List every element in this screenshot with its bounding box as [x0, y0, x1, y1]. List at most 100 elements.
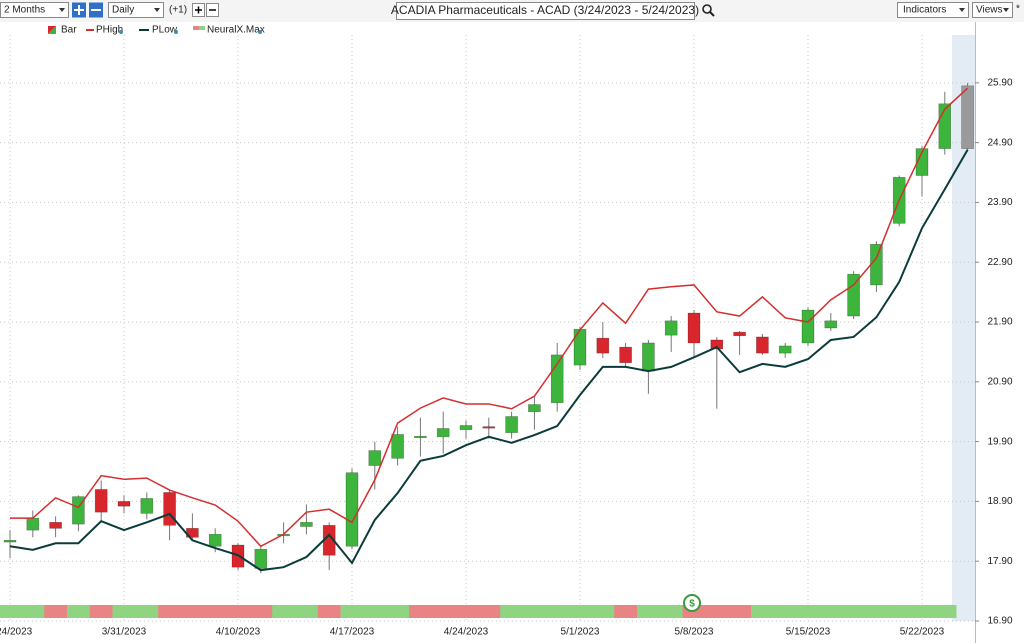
candle-body [778, 345, 792, 354]
indicators-select[interactable] [897, 2, 969, 18]
legend-settings-dot [119, 30, 123, 34]
signal-cell [249, 605, 273, 618]
candle-body [414, 435, 427, 439]
candle-body [573, 328, 587, 366]
signal-cell [705, 605, 729, 618]
signal-cell [887, 605, 911, 618]
candle-body [368, 450, 382, 466]
legend-icon [199, 26, 205, 30]
y-tick-label: 24.90 [987, 137, 1012, 148]
y-tick-label: 22.90 [987, 257, 1012, 268]
signal-cell [317, 605, 341, 618]
search-icon-handle [709, 11, 715, 17]
candle-body [664, 320, 678, 336]
signal-cell [158, 605, 182, 618]
signal-cell [89, 605, 113, 618]
candle-body [642, 342, 655, 372]
views-select[interactable] [972, 2, 1013, 18]
indicators-label: Indicators [903, 5, 946, 16]
y-tick-label: 19.90 [987, 436, 1012, 447]
candle-body [436, 428, 450, 438]
y-tick-label: 21.90 [987, 317, 1012, 328]
signal-cell [773, 605, 797, 618]
dropdown-arrow [959, 8, 965, 12]
candle-body [208, 533, 222, 547]
candle-body [710, 339, 724, 350]
legend-label: Bar [61, 25, 77, 36]
candle-body [254, 548, 268, 569]
signal-cell [226, 605, 250, 618]
signal-cell [454, 605, 478, 618]
x-tick-label: 4/10/2023 [216, 627, 261, 638]
y-tick-label: 17.90 [987, 556, 1012, 567]
y-tick-label: 20.90 [987, 376, 1012, 387]
x-tick-label: 5/22/2023 [900, 627, 945, 638]
candle-body [824, 320, 838, 329]
signal-cell [0, 605, 22, 618]
candle-body [619, 346, 632, 363]
signal-cell [135, 605, 159, 618]
signal-cell [272, 605, 296, 618]
candle-body [345, 472, 359, 547]
signal-cell [44, 605, 68, 618]
interval-label: Daily [112, 5, 134, 16]
chart-title: ACADIA Pharmaceuticals - ACAD (3/24/2023… [391, 3, 699, 17]
x-tick-label: 5/1/2023 [561, 627, 600, 638]
candle-body [528, 404, 541, 413]
candle-body [94, 489, 108, 513]
signal-icon-glyph: $ [689, 599, 695, 610]
period-select[interactable] [0, 2, 69, 18]
candle-body [915, 148, 929, 176]
signal-cell [910, 605, 934, 618]
signal-cell [591, 605, 615, 618]
legend-icon [48, 26, 56, 34]
search-icon[interactable] [702, 4, 712, 14]
signal-cell [363, 605, 387, 618]
x-tick-label: 3/24/2023 [0, 627, 33, 638]
signal-cell [181, 605, 205, 618]
signal-cell [933, 605, 957, 618]
signal-icon [683, 594, 701, 612]
plus-icon [195, 6, 202, 14]
candle-body [3, 539, 17, 543]
signal-cell [865, 605, 889, 618]
candle-body [847, 273, 860, 317]
indicator-line [10, 87, 969, 548]
candle-body [870, 243, 883, 286]
toolbar: 2 Months Daily (+1) ACADIA Pharmaceutica… [0, 0, 1024, 22]
signal-cell [842, 605, 866, 618]
legend-settings-dot [258, 30, 262, 34]
signal-cell [819, 605, 843, 618]
candle-body [49, 522, 62, 529]
signal-cell [21, 605, 45, 618]
legend-label: NeuralX.Max [207, 25, 265, 36]
dropdown-arrow [1003, 8, 1009, 12]
signal-cell [568, 605, 592, 618]
x-tick-label: 5/8/2023 [675, 627, 714, 638]
legend: Bar PHigh PLow NeuralX.Max [48, 25, 265, 36]
period-label: 2 Months [4, 5, 45, 16]
signal-cell [67, 605, 91, 618]
views-label: Views [976, 5, 1003, 16]
candle-body [140, 498, 154, 514]
candle-body [961, 85, 974, 149]
current-bar-highlight [952, 35, 975, 621]
y-tick-label: 23.90 [987, 197, 1012, 208]
signal-cell [409, 605, 433, 618]
signal-cell [386, 605, 410, 618]
y-tick-label: 18.90 [987, 496, 1012, 507]
candle-body [801, 309, 815, 344]
signal-cell [728, 605, 752, 618]
x-tick-label: 4/17/2023 [330, 627, 375, 638]
symbol-box[interactable] [396, 2, 695, 20]
signal-cell [203, 605, 227, 618]
signal-cell [340, 605, 364, 618]
candle-body [163, 492, 176, 526]
interval-select[interactable] [108, 2, 164, 18]
y-tick-label: 25.90 [987, 77, 1012, 88]
signal-cell [637, 605, 661, 618]
signal-cell [751, 605, 775, 618]
dropdown-arrow [59, 8, 65, 12]
candle-body [117, 501, 131, 507]
